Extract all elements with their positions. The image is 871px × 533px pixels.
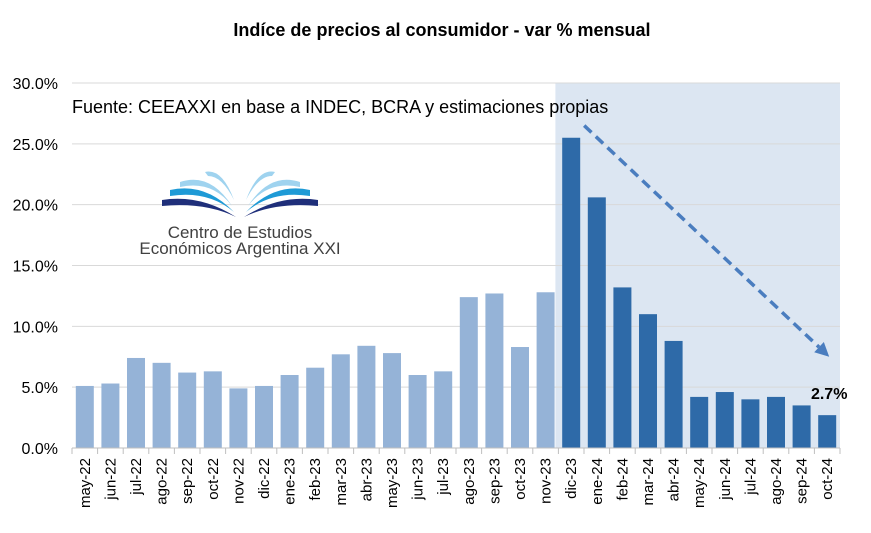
x-tick-label: oct-22 [205,458,222,500]
y-tick-label: 5.0% [22,380,58,397]
bar-dic-22 [255,385,273,448]
bar-may-23 [383,353,401,448]
trend-arrow-line [582,124,821,349]
x-tick-label: sep-24 [794,458,811,504]
bar-abr-24 [664,340,683,448]
bar-jun-22 [101,383,120,448]
x-tick-label: nov-23 [538,458,555,504]
y-axis: 0.0% 5.0% 10.0% 15.0% 20.0% 25.0% 30.0% [13,76,58,458]
x-tick-label: jun-24 [717,458,734,501]
x-tick-label: may-22 [77,458,94,508]
x-tick-label: mar-24 [640,458,657,506]
logo-text-line2: Económicos Argentina XXI [139,239,340,258]
bar-jul-23 [434,371,453,448]
x-tick-label: oct-24 [819,458,836,500]
chart-title: Indíce de precios al consumidor - var % … [233,20,650,40]
x-tick-label: abr-24 [666,458,683,501]
x-tick-label: ago-22 [154,458,171,505]
trend-arrow [582,124,830,357]
bar-may-24 [690,396,709,448]
x-axis: may-22 jun-22 jul-22 ago-22 sep-22 oct-22 nov-… [71,447,841,508]
x-tick-label: jun-23 [410,458,427,501]
logo-page [205,171,234,200]
x-tick-label: mar-23 [333,458,350,506]
x-tick-label: dic-23 [563,458,580,499]
x-tick-label: feb-23 [307,458,324,501]
bar-oct-22 [203,371,222,448]
y-tick-label: 25.0% [13,137,58,154]
bar-sep-22 [178,372,197,448]
logo-page [246,188,310,212]
x-tick-label: ago-24 [768,458,785,505]
logo-book-mark [162,171,318,217]
trend-arrow-head [814,342,830,357]
x-tick-label: may-24 [691,458,708,508]
bar-mar-24 [639,314,657,448]
bar-ago-22 [152,362,171,448]
logo-page [162,198,236,217]
x-tick-label: oct-23 [512,458,529,500]
bar-abr-23 [357,345,376,448]
x-tick-label: feb-24 [614,458,631,501]
logo-page [244,198,318,217]
y-tick-label: 30.0% [13,76,58,93]
bar-jun-24 [715,392,734,448]
x-tick-label: jul-23 [435,458,452,496]
x-tick-label: jul-24 [742,458,759,496]
bar-may-22 [75,385,94,448]
bar-sep-23 [485,293,504,448]
y-tick-label: 15.0% [13,259,58,276]
bar-nov-22 [229,388,248,448]
source-note: Fuente: CEEAXXI en base a INDEC, BCRA y … [72,97,608,117]
bar-jun-23 [408,375,427,448]
logo: Centro de Estudios Económicos Argentina … [139,171,341,258]
bar-oct-23 [511,347,529,448]
x-tick-label: ene-24 [589,458,606,505]
bar-feb-24 [613,287,632,448]
bar-jul-24 [741,399,760,448]
logo-page [246,171,275,200]
x-tick-label: jun-22 [102,458,119,501]
x-tick-label: jul-22 [128,458,145,496]
x-tick-label: dic-22 [256,458,273,499]
bar-dic-23 [562,137,581,448]
bar-sep-24 [792,405,811,448]
data-label-oct-24: 2.7% [811,386,847,403]
y-tick-label: 0.0% [22,441,58,458]
x-tick-label: abr-23 [358,458,375,501]
x-tick-label: ene-23 [282,458,299,505]
bar-oct-24 [818,415,837,448]
logo-page [180,179,232,206]
logo-page [170,188,234,212]
bar-nov-23 [536,292,555,448]
y-tick-label: 10.0% [13,319,58,336]
bar-ene-24 [587,197,606,448]
y-tick-label: 20.0% [13,198,58,215]
x-tick-label: sep-22 [179,458,196,504]
x-tick-label: sep-23 [486,458,503,504]
bars [75,137,837,448]
bar-ago-23 [459,297,478,448]
x-tick-label: ago-23 [461,458,478,505]
x-tick-label: may-23 [384,458,401,508]
x-tick-label: nov-22 [230,458,247,504]
bar-mar-23 [331,354,350,448]
bar-ene-23 [280,375,299,448]
bar-jul-22 [127,357,145,448]
logo-page [248,179,300,206]
bar-feb-23 [306,367,325,448]
logo-text-line1: Centro de Estudios [168,223,313,242]
bar-ago-24 [767,396,785,448]
